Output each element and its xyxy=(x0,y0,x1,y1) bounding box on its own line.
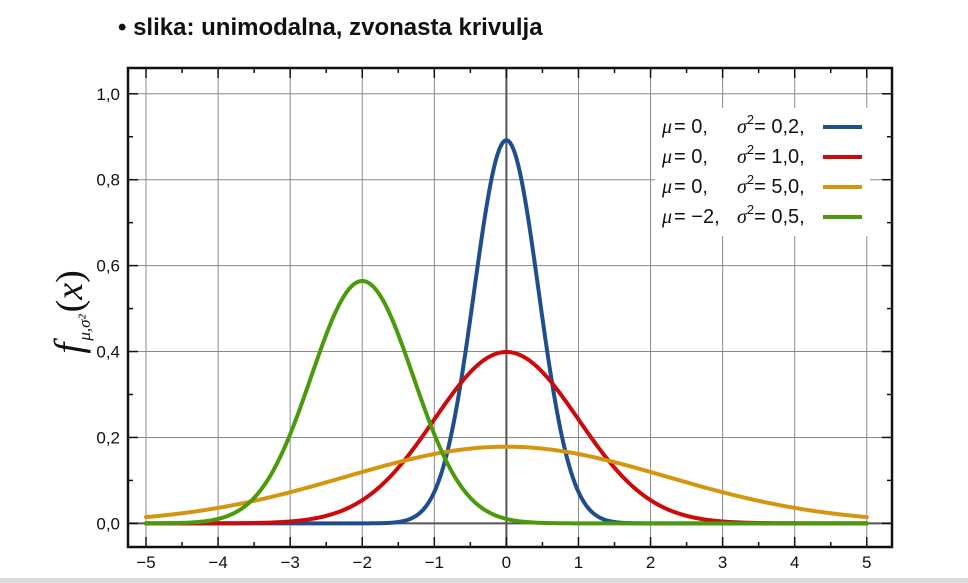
y-tick-label-4: 0,8 xyxy=(96,171,120,190)
legend-mu-symbol: μ xyxy=(661,116,672,138)
x-tick-label-6: 1 xyxy=(574,553,583,572)
x-tick-label-4: −1 xyxy=(425,553,444,572)
x-tick-label-2: −3 xyxy=(280,553,299,572)
ylabel-x: x xyxy=(49,283,91,301)
ylabel-subscript: μ,σ² xyxy=(75,313,94,341)
legend-sigma-value: = 5,0, xyxy=(754,176,805,198)
y-tick-labels: 0,0 0,2 0,4 0,6 0,8 1,0 xyxy=(96,85,120,534)
y-tick-label-2: 0,4 xyxy=(96,343,120,362)
series-curve-4 xyxy=(144,279,869,526)
x-tick-label-0: −5 xyxy=(136,553,155,572)
x-tick-label-9: 4 xyxy=(790,553,799,572)
legend-entry-3: μ = 0, xyxy=(661,176,708,198)
legend-sigma-sup: 2 xyxy=(747,112,754,127)
bottom-divider xyxy=(0,578,968,583)
legend-sigma-sup: 2 xyxy=(747,202,754,217)
legend-mu-symbol: μ xyxy=(661,206,672,228)
legend-sigma-symbol: σ xyxy=(737,116,748,138)
legend-variance-1: σ2= 0,2, xyxy=(737,112,805,138)
y-tick-label-0: 0,0 xyxy=(96,514,120,533)
heading-text: slika: unimodalna, zvonasta krivulja xyxy=(133,14,543,41)
legend-mu-symbol: μ xyxy=(661,176,672,198)
legend-entry-2: μ = 0, xyxy=(661,146,708,168)
x-tick-label-10: 5 xyxy=(862,553,871,572)
legend-background xyxy=(655,108,870,236)
svg-text:fμ,σ²(x): fμ,σ²(x) xyxy=(46,270,94,354)
y-axis-label: fμ,σ²(x) xyxy=(46,270,94,354)
legend: μ = 0, σ2= 0,2,μ = 0, σ2= 1,0,μ = 0, σ2= 5,0,μ… xyxy=(655,108,870,236)
legend-variance-3: σ2= 5,0, xyxy=(737,172,805,198)
ylabel-paren-close: ) xyxy=(49,270,91,283)
legend-sigma-value: = 1,0, xyxy=(754,146,805,168)
x-tick-label-3: −2 xyxy=(353,553,372,572)
x-tick-labels: −5 −4 −3 −2 −1 0 1 2 3 4 5 xyxy=(136,553,871,572)
y-tick-label-1: 0,2 xyxy=(96,428,120,447)
legend-mu-value: = 0, xyxy=(674,176,708,198)
legend-mu-symbol: μ xyxy=(661,146,672,168)
ylabel-paren-open: ( xyxy=(49,300,91,313)
legend-sigma-value: = 0,5, xyxy=(754,206,805,228)
legend-mu-value: = 0, xyxy=(674,116,708,138)
legend-variance-2: σ2= 1,0, xyxy=(737,142,805,168)
series-curve-3 xyxy=(144,444,869,520)
x-tick-label-7: 2 xyxy=(646,553,655,572)
legend-entry-4: μ = −2, xyxy=(661,206,720,228)
y-tick-label-3: 0,6 xyxy=(96,257,120,276)
x-tick-label-1: −4 xyxy=(208,553,227,572)
legend-sigma-sup: 2 xyxy=(747,172,754,187)
series-layer xyxy=(144,138,869,526)
legend-sigma-symbol: σ xyxy=(737,206,748,228)
slide-heading: • slika: unimodalna, zvonasta krivulja xyxy=(118,14,543,42)
legend-variance-4: σ2= 0,5, xyxy=(737,202,805,228)
x-tick-label-5: 0 xyxy=(502,553,511,572)
bullet-glyph: • xyxy=(118,14,127,41)
plot-border xyxy=(126,66,894,549)
legend-sigma-symbol: σ xyxy=(737,146,748,168)
legend-sigma-value: = 0,2, xyxy=(754,116,805,138)
legend-sigma-symbol: σ xyxy=(737,176,748,198)
legend-mu-value: = −2, xyxy=(674,206,720,228)
x-tick-label-8: 3 xyxy=(718,553,727,572)
legend-sigma-sup: 2 xyxy=(747,142,754,157)
plot-frame xyxy=(126,66,894,549)
legend-mu-value: = 0, xyxy=(674,146,708,168)
legend-entry-1: μ = 0, xyxy=(661,116,708,138)
y-tick-label-5: 1,0 xyxy=(96,85,120,104)
